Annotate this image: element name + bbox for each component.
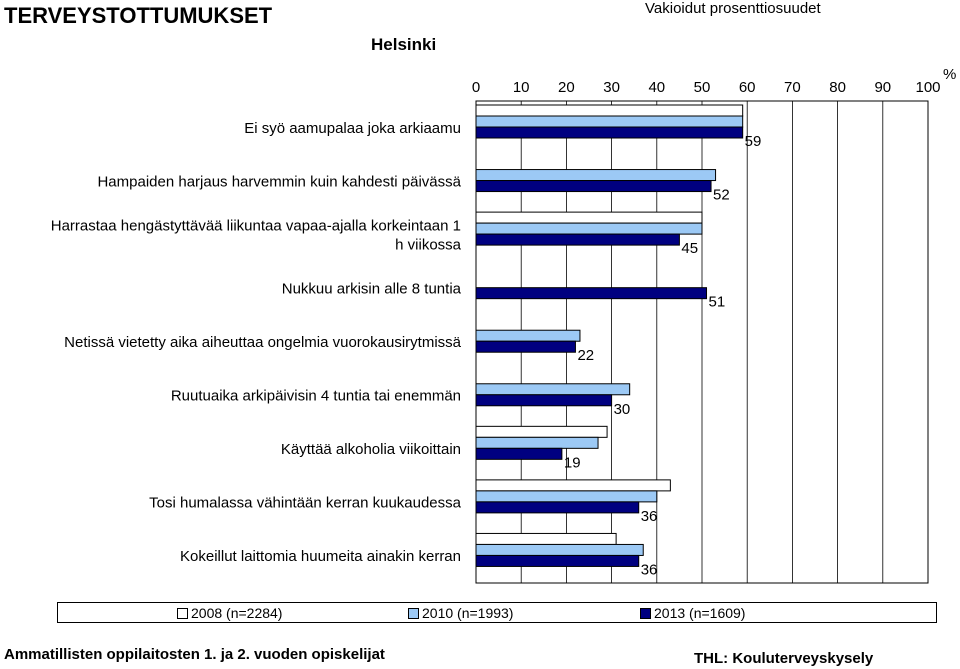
footer-left: Ammatillisten oppilaitosten 1. ja 2. vuo…	[4, 646, 385, 663]
category-label-8: Kokeillut laittomia huumeita ainakin ker…	[180, 548, 461, 565]
category-label-1: Hampaiden harjaus harvemmin kuin kahdest…	[97, 173, 461, 190]
bar-2010-row-0	[475, 115, 744, 128]
x-tick-label-40: 40	[648, 79, 665, 96]
bar-2008-row-0	[475, 104, 744, 117]
bar-2010-row-8	[475, 543, 644, 556]
bar-2013-row-2	[475, 233, 680, 246]
category-label-2-line-1: h viikossa	[395, 236, 462, 253]
bar-2010-row-5	[475, 383, 631, 396]
legend-item-2008: 2008 (n=2284)	[177, 605, 282, 621]
bar-2008-row-6	[475, 425, 608, 438]
bar-2013-row-8	[475, 554, 640, 567]
data-label-2013-row-0: 59	[745, 133, 762, 150]
x-tick-label-100: 100	[915, 79, 940, 96]
category-label-3: Nukkuu arkisin alle 8 tuntia	[282, 280, 462, 297]
data-label-2013-row-3: 51	[709, 294, 726, 311]
category-label-2-line-0: Harrastaa hengästyttävää liikuntaa vapaa…	[51, 217, 461, 234]
legend-label-2010: 2010 (n=1993)	[422, 605, 514, 621]
bar-2013-row-4	[475, 340, 576, 353]
bar-2010-row-1	[475, 169, 717, 182]
bar-2013-row-3	[475, 287, 708, 300]
chart-subtitle: Vakioidut prosenttiosuudet	[645, 0, 821, 17]
category-label-7: Tosi humalassa vähintään kerran kuukaude…	[149, 495, 462, 512]
legend-swatch-2010	[408, 607, 419, 619]
legend-item-2013: 2013 (n=1609)	[640, 605, 745, 621]
city-label: Helsinki	[371, 35, 437, 54]
category-label-5: Ruutuaika arkipäivisin 4 tuntia tai enem…	[171, 388, 461, 405]
x-tick-label-0: 0	[472, 79, 480, 96]
legend: 2008 (n=2284) 2010 (n=1993) 2013 (n=1609…	[57, 602, 937, 623]
x-tick-label-30: 30	[603, 79, 620, 96]
x-tick-label-90: 90	[874, 79, 891, 96]
data-label-2013-row-6: 19	[564, 454, 581, 471]
footer-right: THL: Kouluterveyskysely	[694, 650, 874, 667]
data-label-2013-row-7: 36	[641, 508, 658, 525]
x-tick-label-70: 70	[784, 79, 801, 96]
category-label-4: Netissä vietetty aika aiheuttaa ongelmia…	[64, 334, 462, 351]
legend-swatch-2013	[640, 607, 651, 619]
data-label-2013-row-1: 52	[713, 187, 730, 204]
legend-swatch-2008	[177, 607, 188, 619]
x-tick-label-50: 50	[694, 79, 711, 96]
data-label-2013-row-4: 22	[577, 347, 594, 364]
category-label-6: Käyttää alkoholia viikoittain	[281, 441, 461, 458]
x-tick-label-60: 60	[739, 79, 756, 96]
x-tick-label-80: 80	[829, 79, 846, 96]
category-label-0: Ei syö aamupalaa joka arkiaamu	[244, 120, 461, 137]
bar-2013-row-5	[475, 394, 613, 407]
bar-2008-row-8	[475, 532, 617, 545]
data-label-2013-row-2: 45	[681, 240, 698, 257]
legend-item-2010: 2010 (n=1993)	[408, 605, 513, 621]
bar-2013-row-6	[475, 447, 563, 460]
data-label-2013-row-8: 36	[641, 561, 658, 578]
bar-2008-row-2	[475, 211, 703, 224]
data-label-2013-row-5: 30	[614, 401, 631, 418]
legend-label-2013: 2013 (n=1609)	[654, 605, 746, 621]
bar-2010-row-6	[475, 436, 599, 449]
bar-2013-row-1	[475, 180, 712, 193]
x-tick-label-10: 10	[513, 79, 530, 96]
bar-2013-row-7	[475, 501, 640, 514]
bar-2010-row-2	[475, 222, 703, 235]
x-tick-label-20: 20	[558, 79, 575, 96]
bar-2013-row-0	[475, 126, 744, 139]
legend-label-2008: 2008 (n=2284)	[191, 605, 283, 621]
bar-2010-row-7	[475, 490, 658, 503]
unit-label: %	[943, 66, 957, 83]
bar-2010-row-4	[475, 329, 581, 342]
bar-2008-row-7	[475, 479, 671, 492]
page-title: TERVEYSTOTTUMUKSET	[4, 3, 273, 28]
